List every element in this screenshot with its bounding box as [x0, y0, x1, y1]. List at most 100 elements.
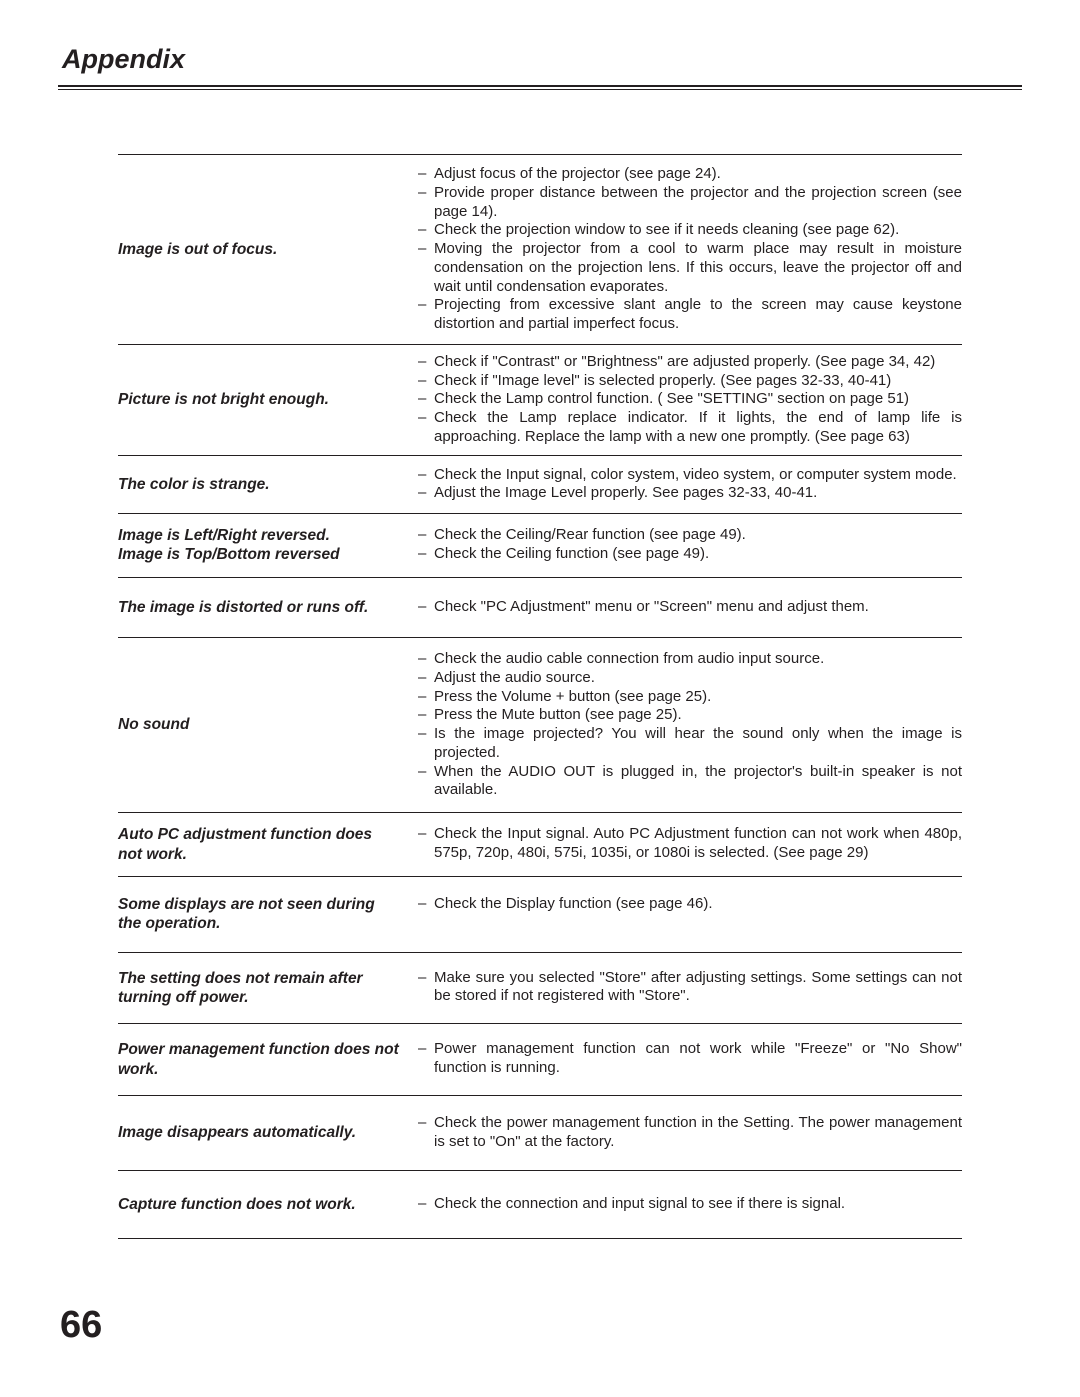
- dash-icon: –: [418, 296, 434, 334]
- solution-text: Adjust the audio source.: [434, 669, 962, 688]
- table-row: The image is distorted or runs off.–Chec…: [118, 577, 962, 637]
- solution-text: Press the Mute button (see page 25).: [434, 706, 962, 725]
- dash-icon: –: [418, 725, 434, 763]
- solution-text: Check the Input signal. Auto PC Adjustme…: [434, 825, 962, 863]
- solution-item: –Check the Ceiling/Rear function (see pa…: [418, 526, 962, 545]
- solution-item: –Check the power management function in …: [418, 1114, 962, 1152]
- page: Appendix Image is out of focus.–Adjust f…: [0, 0, 1080, 1239]
- solution-text: Check the Input signal, color system, vi…: [434, 466, 962, 485]
- solution-text: Press the Volume + button (see page 25).: [434, 688, 962, 707]
- page-number: 66: [60, 1304, 102, 1347]
- dash-icon: –: [418, 372, 434, 391]
- dash-icon: –: [418, 598, 434, 617]
- dash-icon: –: [418, 1195, 434, 1214]
- solution-cell: –Make sure you selected "Store" after ad…: [418, 969, 962, 1008]
- solution-text: Is the image projected? You will hear th…: [434, 725, 962, 763]
- solution-item: –Adjust the Image Level properly. See pa…: [418, 484, 962, 503]
- problem-label: Some displays are not seen during the op…: [118, 895, 418, 934]
- solution-item: –Check the Input signal, color system, v…: [418, 466, 962, 485]
- table-row: The setting does not remain after turnin…: [118, 952, 962, 1024]
- solution-item: –Check "PC Adjustment" menu or "Screen" …: [418, 598, 962, 617]
- table-row: Picture is not bright enough.–Check if "…: [118, 344, 962, 455]
- problem-label: Image is Left/Right reversed.Image is To…: [118, 526, 418, 565]
- table-row: The color is strange.–Check the Input si…: [118, 455, 962, 514]
- dash-icon: –: [418, 669, 434, 688]
- solution-text: Check if "Image level" is selected prope…: [434, 372, 962, 391]
- solution-text: Check "PC Adjustment" menu or "Screen" m…: [434, 598, 962, 617]
- table-row: No sound–Check the audio cable connectio…: [118, 637, 962, 812]
- table-row: Capture function does not work.–Check th…: [118, 1170, 962, 1239]
- dash-icon: –: [418, 650, 434, 669]
- problem-label: Image is out of focus.: [118, 165, 418, 334]
- dash-icon: –: [418, 895, 434, 914]
- solution-cell: –Check the Input signal, color system, v…: [418, 466, 962, 504]
- problem-label: Auto PC adjustment function does not wor…: [118, 825, 418, 864]
- solution-text: Check if "Contrast" or "Brightness" are …: [434, 353, 962, 372]
- solution-text: Adjust the Image Level properly. See pag…: [434, 484, 962, 503]
- dash-icon: –: [418, 390, 434, 409]
- solution-item: –Is the image projected? You will hear t…: [418, 725, 962, 763]
- dash-icon: –: [418, 825, 434, 863]
- solution-item: –Check the Lamp control function. ( See …: [418, 390, 962, 409]
- solution-item: –Check the Display function (see page 46…: [418, 895, 962, 914]
- problem-label: The setting does not remain after turnin…: [118, 969, 418, 1008]
- header-rule-thick: [58, 85, 1022, 87]
- dash-icon: –: [418, 706, 434, 725]
- troubleshooting-table: Image is out of focus.–Adjust focus of t…: [118, 154, 962, 1239]
- problem-label: Image disappears automatically.: [118, 1114, 418, 1152]
- solution-text: Projecting from excessive slant angle to…: [434, 296, 962, 334]
- solution-text: Check the Ceiling/Rear function (see pag…: [434, 526, 962, 545]
- dash-icon: –: [418, 466, 434, 485]
- solution-cell: –Check the power management function in …: [418, 1114, 962, 1152]
- table-row: Image is Left/Right reversed.Image is To…: [118, 513, 962, 577]
- solution-item: –Check the audio cable connection from a…: [418, 650, 962, 669]
- solution-text: When the AUDIO OUT is plugged in, the pr…: [434, 763, 962, 801]
- dash-icon: –: [418, 409, 434, 447]
- solution-item: –Check if "Image level" is selected prop…: [418, 372, 962, 391]
- solution-item: –Check the Ceiling function (see page 49…: [418, 545, 962, 564]
- dash-icon: –: [418, 353, 434, 372]
- solution-item: –Projecting from excessive slant angle t…: [418, 296, 962, 334]
- solution-text: Adjust focus of the projector (see page …: [434, 165, 962, 184]
- solution-text: Check the Ceiling function (see page 49)…: [434, 545, 962, 564]
- dash-icon: –: [418, 688, 434, 707]
- solution-cell: –Adjust focus of the projector (see page…: [418, 165, 962, 334]
- dash-icon: –: [418, 221, 434, 240]
- dash-icon: –: [418, 763, 434, 801]
- table-row: Power management function does not work.…: [118, 1023, 962, 1095]
- solution-text: Power management function can not work w…: [434, 1040, 962, 1078]
- solution-text: Provide proper distance between the proj…: [434, 184, 962, 222]
- solution-item: –Check the projection window to see if i…: [418, 221, 962, 240]
- problem-label: The color is strange.: [118, 466, 418, 504]
- dash-icon: –: [418, 1114, 434, 1152]
- solution-item: –Press the Volume + button (see page 25)…: [418, 688, 962, 707]
- solution-item: –Adjust the audio source.: [418, 669, 962, 688]
- solution-cell: –Check the connection and input signal t…: [418, 1195, 962, 1214]
- header-rule-thin: [58, 89, 1022, 90]
- solution-text: Check the Display function (see page 46)…: [434, 895, 962, 914]
- dash-icon: –: [418, 484, 434, 503]
- table-row: Image disappears automatically.–Check th…: [118, 1095, 962, 1170]
- dash-icon: –: [418, 165, 434, 184]
- solution-text: Check the audio cable connection from au…: [434, 650, 962, 669]
- problem-label: The image is distorted or runs off.: [118, 598, 418, 617]
- solution-text: Check the projection window to see if it…: [434, 221, 962, 240]
- solution-text: Make sure you selected "Store" after adj…: [434, 969, 962, 1007]
- table-row: Auto PC adjustment function does not wor…: [118, 812, 962, 876]
- section-title: Appendix: [62, 44, 1022, 75]
- problem-label: Power management function does not work.: [118, 1040, 418, 1079]
- dash-icon: –: [418, 184, 434, 222]
- solution-item: –Check the Lamp replace indicator. If it…: [418, 409, 962, 447]
- solution-text: Check the Lamp replace indicator. If it …: [434, 409, 962, 447]
- dash-icon: –: [418, 545, 434, 564]
- solution-cell: –Check the Input signal. Auto PC Adjustm…: [418, 825, 962, 864]
- dash-icon: –: [418, 969, 434, 1007]
- solution-item: –Provide proper distance between the pro…: [418, 184, 962, 222]
- solution-cell: –Check if "Contrast" or "Brightness" are…: [418, 353, 962, 447]
- solution-cell: –Power management function can not work …: [418, 1040, 962, 1079]
- solution-item: –Press the Mute button (see page 25).: [418, 706, 962, 725]
- solution-item: –Check if "Contrast" or "Brightness" are…: [418, 353, 962, 372]
- solution-item: –Make sure you selected "Store" after ad…: [418, 969, 962, 1007]
- solution-item: –Check the Input signal. Auto PC Adjustm…: [418, 825, 962, 863]
- solution-cell: –Check the Display function (see page 46…: [418, 895, 962, 934]
